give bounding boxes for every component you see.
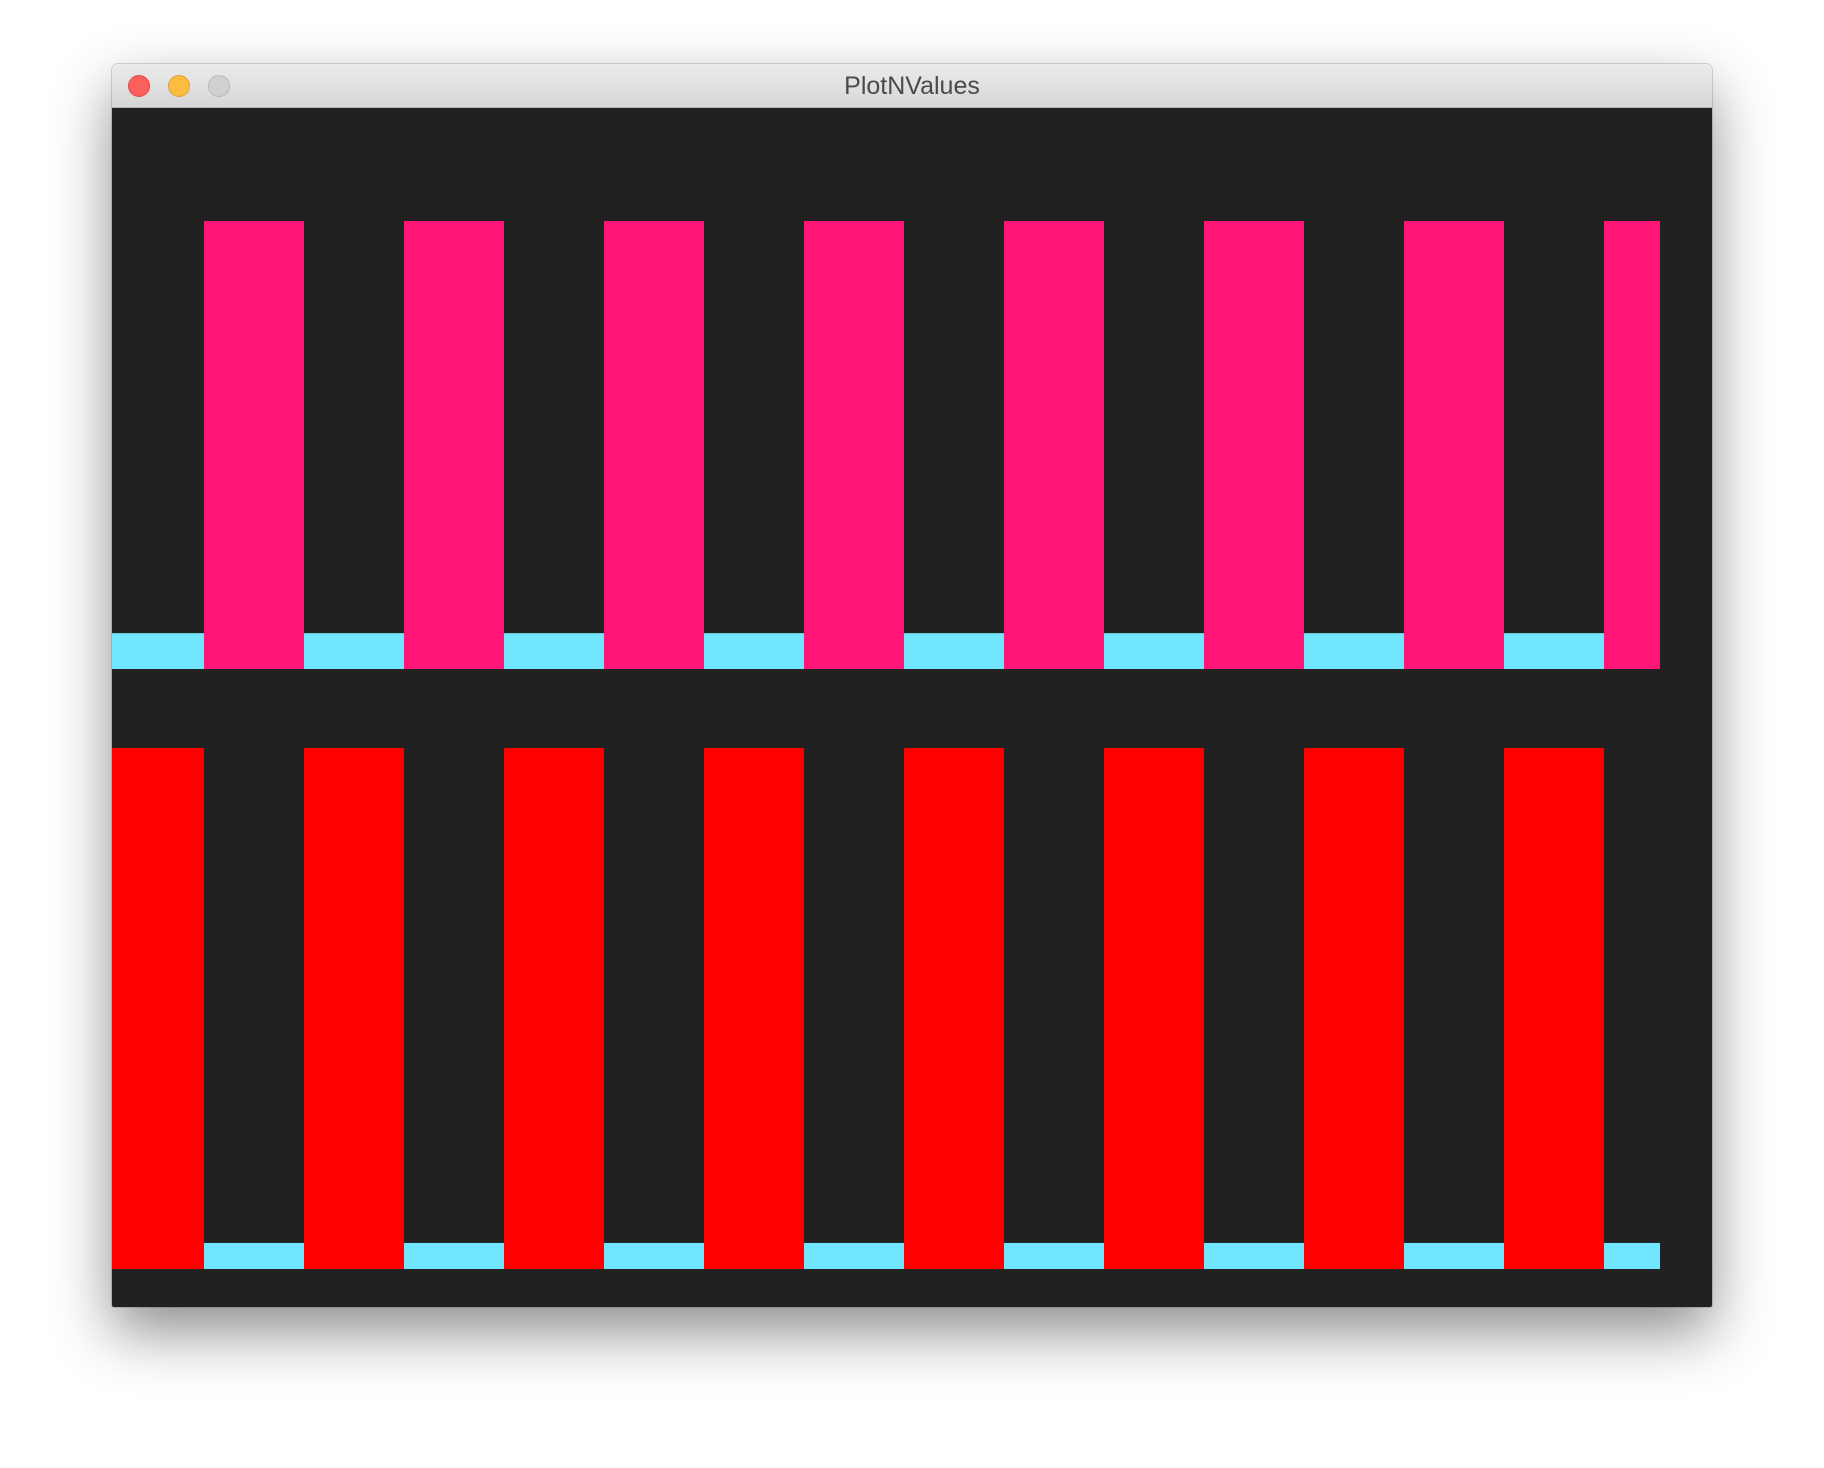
plot-bar <box>204 1242 304 1269</box>
title-bar: PlotNValues <box>112 64 1712 108</box>
plot-bar <box>904 748 1004 1269</box>
plot-bar <box>1604 221 1660 669</box>
plot-bar <box>1304 633 1404 669</box>
plot-bar <box>204 221 304 669</box>
zoom-button[interactable] <box>208 75 230 97</box>
plot-bar <box>1104 748 1204 1269</box>
plot-bar <box>804 1242 904 1269</box>
app-window: PlotNValues <box>112 64 1712 1307</box>
plot-bar <box>1504 633 1604 669</box>
plot-bar <box>404 221 504 669</box>
plots <box>112 221 1660 1269</box>
plot-bar <box>704 633 804 669</box>
plot-bar <box>1404 1242 1504 1269</box>
plot-bar <box>1504 748 1604 1269</box>
window-title: PlotNValues <box>844 72 980 100</box>
plot-bar <box>704 748 804 1269</box>
plot-bar <box>304 633 404 669</box>
plot-bar <box>304 748 404 1269</box>
plot-bar <box>1004 221 1104 669</box>
plot-bar <box>804 221 904 669</box>
plot-bar <box>504 748 604 1269</box>
plot-bar <box>404 1242 504 1269</box>
plot-bar <box>1104 633 1204 669</box>
plot-bar <box>1404 221 1504 669</box>
plot-bar <box>1604 1242 1660 1269</box>
plot-bar <box>1204 1242 1304 1269</box>
plot-bar <box>1204 221 1304 669</box>
plot-bar <box>504 633 604 669</box>
close-button[interactable] <box>128 75 150 97</box>
plot-bar <box>904 633 1004 669</box>
plot-bar <box>1004 1242 1104 1269</box>
plot-bar <box>112 748 204 1269</box>
plot-bar <box>604 221 704 669</box>
plot-area <box>112 108 1712 1307</box>
minimize-button[interactable] <box>168 75 190 97</box>
plot-bar <box>112 633 204 669</box>
plot-bar <box>604 1242 704 1269</box>
plot-bar <box>1304 748 1404 1269</box>
